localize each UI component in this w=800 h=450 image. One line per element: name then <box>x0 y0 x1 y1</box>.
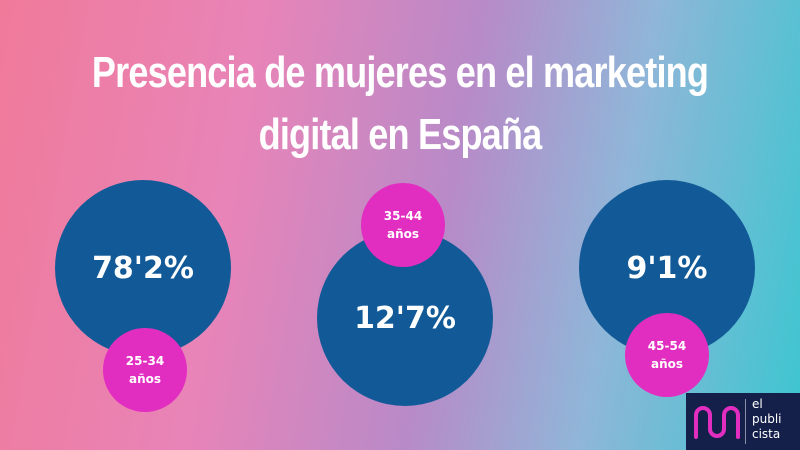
age-unit: años <box>386 227 420 241</box>
title-line: digital en España <box>258 110 543 159</box>
value: 9'1% <box>626 250 708 286</box>
logo-line: publi <box>752 412 782 426</box>
logo-line: cista <box>752 427 781 441</box>
logo-line: el <box>752 397 763 411</box>
age-circle: 45-54 años <box>625 313 709 397</box>
age-circle: 25-34 años <box>103 328 187 412</box>
age-unit: años <box>128 372 162 386</box>
value-circle: 78'2% <box>55 180 231 356</box>
title-line: Presencia de mujeres en el marketing <box>91 48 709 97</box>
age-circle: 35-44 años <box>361 183 445 267</box>
value-circle: 12'7% <box>317 230 493 406</box>
value: 12'7% <box>354 300 456 336</box>
logo: el publi cista <box>686 393 800 450</box>
logo-text: el publi cista <box>752 397 782 442</box>
age-range: 45-54 <box>647 339 687 353</box>
age-range: 25-34 <box>125 354 165 368</box>
age-range: 35-44 <box>383 209 423 223</box>
logo-icon <box>694 399 746 444</box>
age-unit: años <box>650 357 684 371</box>
value: 78'2% <box>92 250 194 286</box>
